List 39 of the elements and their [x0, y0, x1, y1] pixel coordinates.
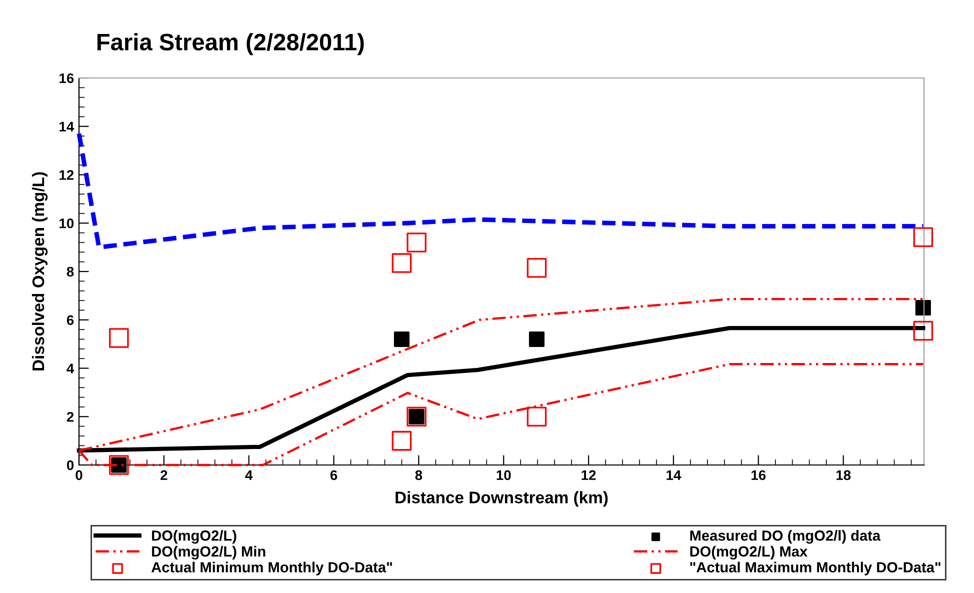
y-tick-label: 12	[60, 170, 74, 180]
point	[915, 300, 931, 316]
y-tick-label: 4	[66, 364, 74, 374]
x-tick-label: 14	[666, 470, 682, 480]
x-tick-label: 0	[76, 470, 82, 480]
x-tick-label: 6	[330, 470, 338, 480]
point	[394, 331, 410, 348]
legend-label: Actual Minimum Monthly DO-Data"	[151, 562, 392, 576]
y-tick-label: 16	[60, 73, 74, 84]
point	[528, 331, 545, 348]
y-tick-label: 8	[66, 266, 74, 277]
x-tick-label: 2	[160, 470, 168, 480]
legend-label: DO(mgO2/L) Max	[690, 546, 808, 560]
x-tick-label: 16	[752, 470, 766, 480]
point	[526, 258, 547, 278]
y-tick-label: 2	[66, 412, 74, 422]
point	[913, 227, 934, 248]
point	[392, 253, 412, 273]
x-tick-label: 10	[496, 470, 511, 480]
y-tick-label: 0	[66, 460, 74, 470]
x-tick-label: 4	[245, 470, 253, 480]
chart-title: Faria Stream (2/28/2011)	[97, 33, 364, 56]
point	[406, 232, 426, 252]
legend-label: "Actual Maximum Monthly DO-Data"	[690, 562, 940, 576]
y-tick-label: 6	[66, 315, 74, 326]
x-tick-label: 8	[415, 470, 422, 480]
y-tick-label: 10	[60, 218, 74, 228]
y-axis-title: Dissolved Oxygen (mg/L)	[32, 172, 48, 370]
point	[913, 320, 934, 341]
y-tick-label: 14	[60, 122, 74, 132]
x-tick-label: 18	[836, 470, 851, 480]
x-axis-title: Distance Downstream (km)	[396, 491, 608, 507]
x-tick-label: 12	[582, 470, 596, 480]
point	[392, 430, 412, 451]
point	[526, 406, 547, 427]
point	[109, 328, 129, 348]
legend-label: DO(mgO2/L) Min	[152, 546, 266, 560]
legend-label: DO(mgO2/L)	[152, 530, 236, 544]
legend-label: Measured DO (mgO2/l) data	[690, 530, 881, 544]
